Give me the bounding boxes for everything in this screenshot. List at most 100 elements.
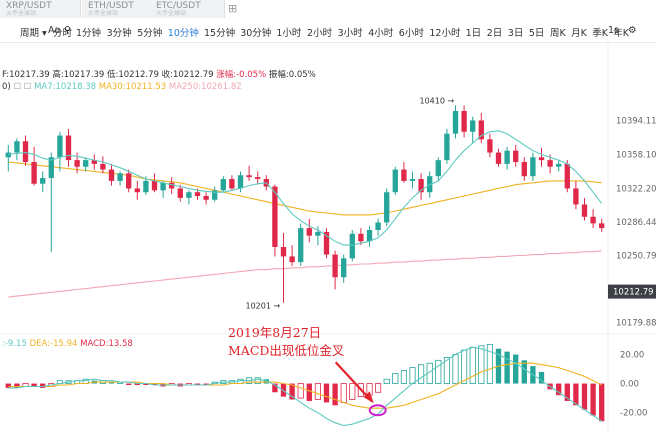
candle-8 — [74, 160, 80, 167]
candle-67 — [581, 204, 588, 217]
candle-2 — [22, 141, 29, 162]
candle-33 — [289, 256, 295, 263]
candle-28 — [246, 175, 252, 178]
macd-bar-34 — [297, 383, 304, 399]
ma30-line — [8, 161, 602, 216]
ma250-line — [8, 250, 602, 298]
hide-icon[interactable]: ☐ — [23, 82, 32, 92]
interval-20[interactable]: 年K — [613, 28, 630, 39]
tab-xrp-label: XRP/USDT — [6, 1, 52, 11]
refresh-interval[interactable]: 1s — [608, 25, 619, 36]
period-label: 周期 — [20, 28, 40, 39]
candle-3 — [31, 162, 37, 184]
macd-bar-54 — [469, 346, 476, 384]
candle-14 — [126, 173, 132, 189]
add-tab-icon[interactable]: ⊞ — [228, 2, 238, 15]
interval-3[interactable]: 5分钟 — [137, 28, 163, 39]
candle-54 — [470, 120, 476, 132]
price-tick-4: 10250.79 — [616, 252, 656, 262]
candle-64 — [556, 163, 562, 167]
candlestick-chart[interactable]: 10394.11 10358.10 10322.20 10286.44 10250.79… — [0, 42, 656, 432]
candle-44 — [384, 192, 390, 223]
interval-18[interactable]: 月K — [571, 28, 587, 39]
settings-gear-icon[interactable]: ⚙ — [628, 25, 637, 36]
chevron-down-icon: ▾ — [42, 28, 47, 39]
price-tick-0: 10394.11 — [616, 116, 656, 126]
tab-eth-usdt[interactable]: ETH/USDT 火币全球站 — [82, 0, 151, 18]
candle-62 — [538, 157, 545, 161]
tab-xrp-usdt[interactable]: XRP/USDT 火币全球站 — [0, 0, 81, 18]
interval-14[interactable]: 2日 — [486, 28, 503, 39]
macd-bar-45 — [392, 372, 399, 384]
candle-19 — [169, 182, 175, 189]
candle-9 — [83, 160, 89, 167]
market-tabs: XRP/USDT 火币全球站 ETH/USDT 火币全球站 ETC/USDT 火… — [0, 0, 656, 20]
dea-line — [8, 362, 602, 409]
macd-readout: :-9.15 DEA:-15.94 MACD:13.58 — [2, 339, 133, 349]
interval-9[interactable]: 3小时 — [337, 28, 363, 39]
interval-8[interactable]: 2小时 — [307, 28, 333, 39]
font-size-button[interactable]: Aa — [48, 25, 61, 36]
candle-69 — [599, 223, 605, 229]
candle-18 — [160, 182, 166, 191]
macd-bar-39 — [340, 383, 347, 403]
interval-2[interactable]: 3分钟 — [106, 28, 132, 39]
interval-11[interactable]: 6小时 — [398, 28, 424, 39]
macd-bar-40 — [349, 383, 356, 400]
candle-56 — [487, 139, 493, 153]
candle-38 — [332, 254, 338, 278]
price-tick-5: 10179.88 — [616, 319, 656, 329]
macd-bar-67 — [581, 383, 588, 410]
interval-7[interactable]: 1小时 — [276, 28, 302, 39]
candle-57 — [495, 152, 502, 164]
interval-10[interactable]: 4小时 — [368, 28, 394, 39]
tab-etc-usdt[interactable]: ETC/USDT 火币全球站 — [150, 0, 225, 18]
interval-0[interactable]: 分时 — [53, 28, 73, 39]
dif-value: :-9.15 — [2, 339, 27, 349]
macd-bar-16 — [143, 383, 149, 385]
macd-bar-51 — [443, 357, 450, 384]
candle-43 — [375, 222, 381, 230]
candle-36 — [315, 231, 321, 236]
macd-bar-56 — [486, 343, 493, 384]
interval-4[interactable]: 10分钟 — [167, 28, 199, 39]
interval-12[interactable]: 12小时 — [429, 28, 461, 39]
candle-29 — [255, 177, 261, 179]
interval-15[interactable]: 3日 — [507, 28, 524, 39]
macd-bar-62 — [538, 371, 545, 384]
macd-bar-30 — [263, 379, 269, 384]
candle-11 — [100, 163, 106, 170]
candle-23 — [203, 196, 209, 200]
interval-1[interactable]: 1分钟 — [76, 28, 102, 39]
macd-bar-65 — [564, 383, 570, 401]
price-tick-2: 10322.20 — [616, 184, 656, 194]
period-selector[interactable]: 周期 ▾ — [20, 25, 47, 39]
tab-etc-source: 火币全球站 — [156, 10, 187, 17]
macd-bar-59 — [513, 354, 519, 384]
candle-22 — [194, 192, 201, 196]
macd-bar-15 — [134, 383, 140, 385]
candle-25 — [220, 179, 226, 191]
candle-55 — [478, 120, 484, 140]
ma-prefix: 0) — [2, 82, 11, 92]
high-value: 高:10217.39 — [52, 70, 105, 80]
macd-bar-43 — [375, 383, 382, 393]
candle-7 — [65, 135, 72, 161]
close-value: 收:10212.79 — [161, 70, 214, 80]
macd-bar-52 — [452, 354, 459, 384]
interval-5[interactable]: 15分钟 — [204, 28, 236, 39]
ma-readout: 0) ☐ ☐ MA7:10218.38 MA30:10211.53 MA250:… — [2, 82, 242, 92]
interval-17[interactable]: 周K — [550, 28, 566, 39]
price-tick-3: 10286.44 — [616, 218, 656, 228]
macd-value: MACD:13.58 — [80, 339, 133, 349]
macd-tick-1: 0.00 — [620, 380, 639, 390]
interval-19[interactable]: 季K — [592, 28, 608, 39]
macd-bar-4 — [40, 383, 46, 388]
indicator-icon[interactable]: ⚲ — [64, 25, 71, 36]
interval-13[interactable]: 1日 — [465, 28, 482, 39]
interval-6[interactable]: 30分钟 — [240, 28, 272, 39]
candle-65 — [564, 163, 570, 189]
settings-icon[interactable]: ☐ — [13, 82, 22, 92]
candle-61 — [530, 157, 536, 177]
interval-16[interactable]: 5日 — [528, 28, 545, 39]
